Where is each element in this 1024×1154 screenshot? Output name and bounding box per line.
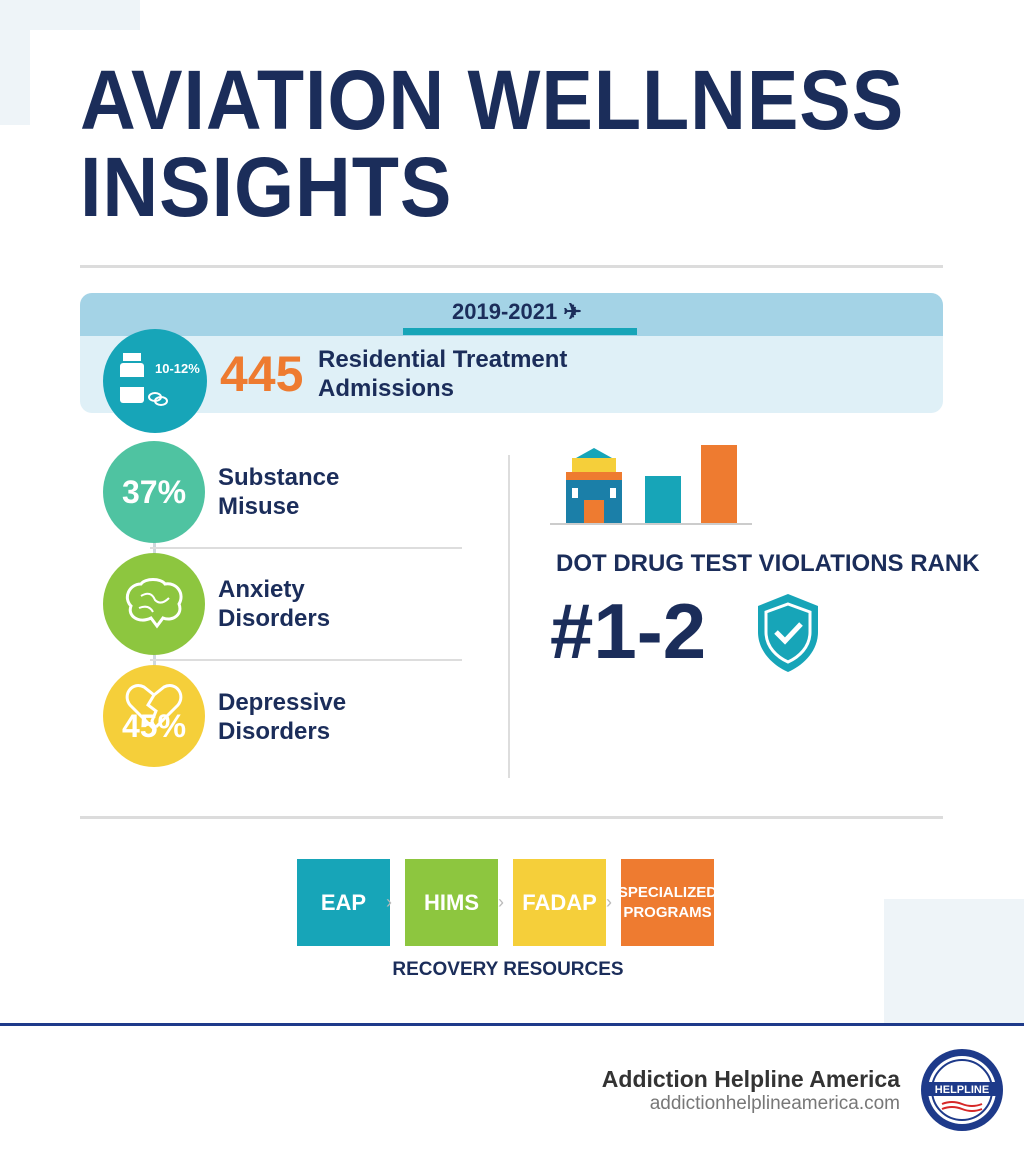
svg-text:HELPLINE: HELPLINE <box>935 1084 989 1096</box>
stat-label: Substance <box>218 464 340 491</box>
stat-value: 37% <box>121 473 187 510</box>
building-bar-illustration <box>550 445 752 525</box>
helpline-logo: HELPLINE <box>921 1049 1003 1131</box>
building-icon <box>566 448 622 524</box>
stat-label: Anxiety <box>218 576 305 603</box>
chevron-right-icon: › <box>386 892 392 912</box>
resource-eap: EAP <box>297 859 390 946</box>
airplane-icon: ✈ <box>563 299 582 324</box>
bar-teal <box>645 476 681 524</box>
dot-rank: #1-2 <box>550 587 707 675</box>
anxiety-circle <box>103 553 205 655</box>
broken-heart-icon <box>125 684 183 731</box>
divider <box>80 816 943 819</box>
stat-label-2: Disorders <box>218 718 331 745</box>
period-label: 2019-2021 <box>452 299 558 324</box>
corner-decoration <box>30 30 140 125</box>
admissions-banner: 2019-2021 ✈ 445 Residential Treatment Ad… <box>80 293 943 413</box>
chevron-right-icon: › <box>498 892 504 912</box>
divider <box>80 265 943 268</box>
chevron-right-icon: › <box>606 892 612 912</box>
pill-circle: 10-12% <box>103 329 207 433</box>
stat-value: 45% <box>121 707 187 744</box>
bar-orange <box>701 445 737 524</box>
stat-label-2: Disorders <box>218 605 331 632</box>
footer-org: Addiction Helpline America <box>601 1066 900 1092</box>
substance-misuse-circle: 37% <box>103 441 205 543</box>
percentage-label: 10-12% <box>155 361 200 376</box>
admissions-number: 445 <box>220 346 304 402</box>
resource-hims: HIMS <box>405 859 498 946</box>
footer-url: addictionhelplineamerica.com <box>649 1093 900 1114</box>
stat-label: Depressive <box>218 689 347 716</box>
footer-rule <box>0 1023 1024 1026</box>
resource-fadap: FADAP <box>513 859 606 946</box>
resource-specialized: SPECIALIZED PROGRAMS <box>618 859 717 946</box>
admissions-label: Residential Treatment <box>318 346 568 373</box>
stat-label-2: Misuse <box>218 493 300 520</box>
shield-check-icon <box>758 594 818 672</box>
page-title-line2: INSIGHTS <box>80 140 453 234</box>
brain-icon <box>125 578 183 629</box>
resources-caption: RECOVERY RESOURCES <box>392 959 624 980</box>
vertical-divider <box>508 455 510 778</box>
corner-decoration <box>884 899 1024 1024</box>
divider <box>150 659 462 661</box>
admissions-label-2: Admissions <box>318 375 455 402</box>
page-title-line1: AVIATION WELLNESS <box>80 53 905 147</box>
divider <box>150 547 462 549</box>
recovery-resources: EAP › HIMS › FADAP › SPECIALIZED PROGRAM… <box>297 859 717 946</box>
pill-bottle-icon <box>120 353 168 406</box>
dot-heading: DOT DRUG TEST VIOLATIONS RANK <box>556 550 980 577</box>
depressive-circle: 45% <box>103 665 205 767</box>
